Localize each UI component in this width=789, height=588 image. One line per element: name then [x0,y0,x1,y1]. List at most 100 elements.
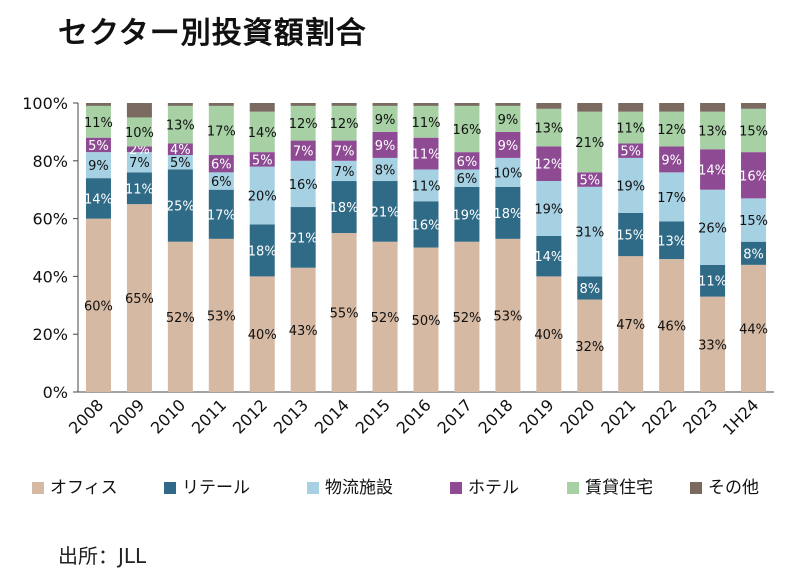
data-label: 5% [170,156,191,171]
x-tick-label: 2013 [270,395,312,437]
data-label: 16% [289,178,318,193]
bar-segment [495,186,521,239]
y-tick-label: 40% [32,267,68,286]
bar-segment [618,143,644,158]
data-label: 33% [698,338,727,353]
data-label: 21% [575,136,604,151]
x-tick-label: 2017 [434,395,476,437]
data-label: 12% [330,117,359,132]
data-label: 17% [207,124,236,139]
bar-segment [290,207,316,268]
bar-segment [495,238,521,392]
x-tick-label: 2016 [393,395,435,437]
bar-segment [413,137,439,170]
legend-swatch [450,482,462,494]
bar-segment [167,105,193,144]
data-label: 11% [698,275,727,290]
data-label: 5% [88,139,109,154]
legend-swatch [32,482,44,494]
data-label: 5% [620,145,641,160]
bar-segment [167,241,193,392]
data-label: 8% [579,282,600,297]
bar-segment [454,152,480,170]
data-label: 19% [616,179,645,194]
bar-segment [167,103,193,106]
bar-segment [659,111,685,147]
data-label: 11% [616,122,645,137]
bar-segment [536,103,562,109]
bar-segment [618,157,644,213]
x-tick-label: 2020 [556,395,598,437]
data-label: 50% [412,314,441,329]
data-label: 8% [375,163,396,178]
data-label: 15% [739,214,768,229]
x-tick-label: 2010 [147,395,189,437]
data-label: 21% [289,231,318,246]
legend-swatch [690,482,702,494]
bar-segment [372,131,398,158]
bar-segment [618,111,644,144]
bar-segment [85,152,111,179]
bar-segment [208,103,234,106]
legend-label: ホテル [468,478,519,498]
data-label: 12% [534,158,563,173]
bar-segment [741,241,767,265]
bar-segment [290,160,316,208]
data-label: 18% [330,201,359,216]
x-tick-label: 2014 [311,395,353,437]
bar-segment [208,189,234,239]
data-label: 2% [129,143,150,158]
bar-segment [700,189,726,265]
bar-segment [577,103,603,112]
legend-label: リテール [182,478,250,498]
data-label: 13% [166,119,195,134]
data-label: 7% [334,145,355,160]
data-label: 17% [657,191,686,206]
bar-segment [495,103,521,106]
data-label: 53% [207,309,236,324]
bar-segment [618,103,644,112]
bar-segment [536,108,562,147]
bar-segment [577,111,603,173]
bar-segment [331,103,357,106]
data-label: 52% [452,311,481,326]
data-label: 16% [452,123,481,138]
bar-segment [290,140,316,161]
data-label: 11% [412,116,441,131]
y-tick-label: 60% [32,210,68,229]
data-label: 8% [743,247,764,262]
x-tick-label: 2019 [515,395,557,437]
bar-segment [700,264,726,297]
bar-segment [413,105,439,138]
data-label: 7% [334,165,355,180]
data-label: 7% [293,145,314,160]
bar-segment [126,204,152,392]
data-label: 40% [248,328,277,343]
bar-segment [741,198,767,242]
bar-segment [126,103,152,118]
bar-segment [618,212,644,257]
data-label: 25% [166,200,195,215]
data-label: 9% [498,113,519,128]
bar-segment [331,160,357,182]
bar-segment [331,140,357,161]
bar-segment [331,105,357,141]
bar-segment [741,152,767,199]
x-tick-label: 2023 [679,395,721,437]
data-label: 13% [657,234,686,249]
bar-segment [167,169,193,242]
legend-swatch [567,482,579,494]
bar-segment [577,172,603,187]
bar-segment [659,146,685,173]
bar-segment [495,157,521,187]
bar-segment [290,267,316,392]
y-tick-label: 20% [32,325,68,344]
data-label: 5% [579,174,600,189]
data-label: 44% [739,322,768,337]
bar-segment [536,276,562,392]
data-label: 11% [412,148,441,163]
data-label: 15% [616,228,645,243]
data-label: 52% [166,311,195,326]
bar-segment [700,296,726,392]
